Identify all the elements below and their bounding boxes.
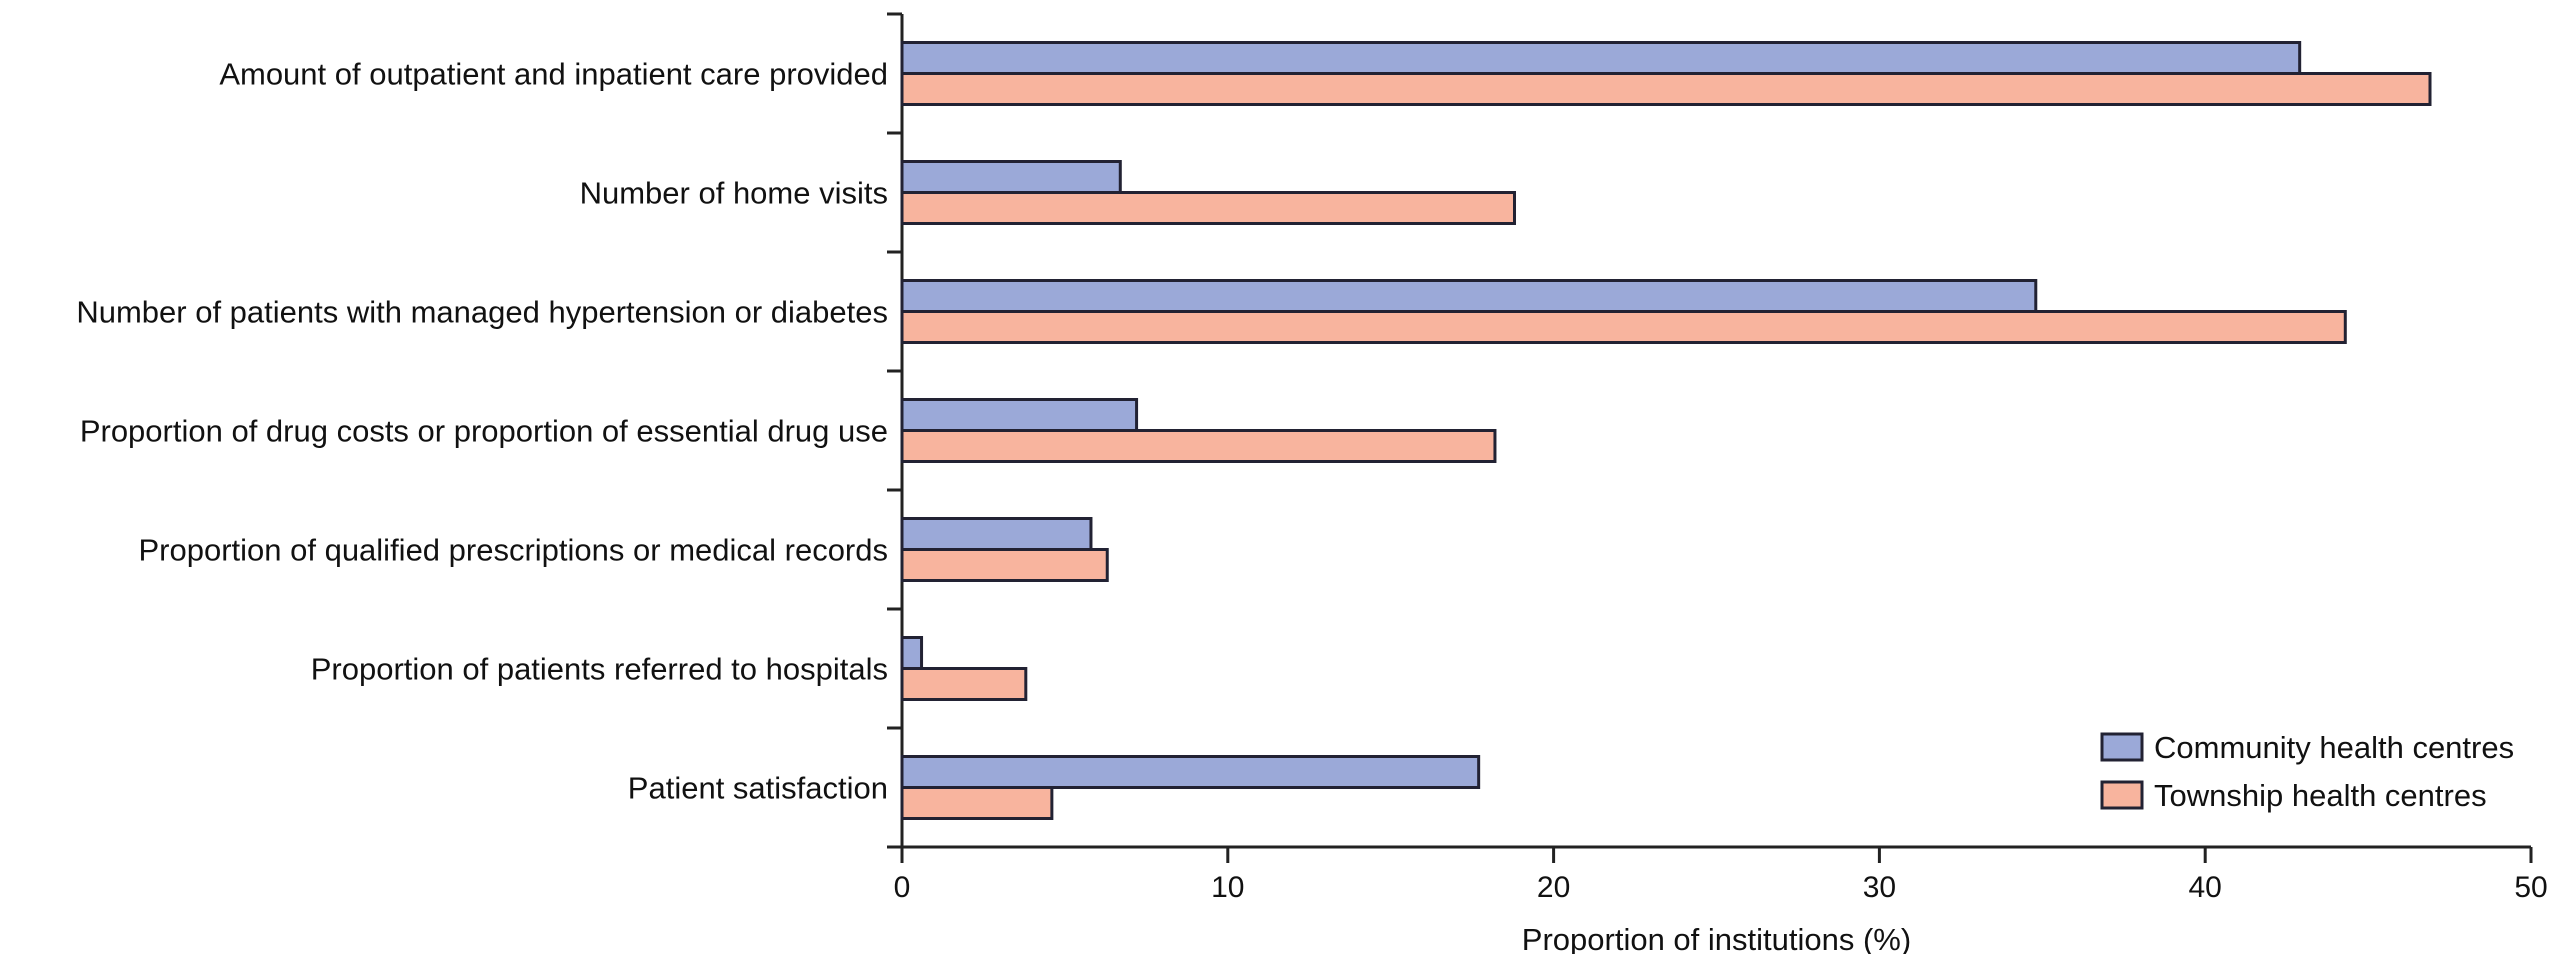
category-label: Number of patients with managed hyperten… [76,295,888,330]
legend-swatch [2100,780,2144,810]
bar [900,398,1139,432]
x-tick-label: 40 [2189,871,2222,904]
x-axis-title: Proportion of institutions (%) [1522,922,1911,954]
bar [900,548,1109,582]
category-label: Proportion of qualified prescriptions or… [138,533,888,568]
bar [900,41,2302,75]
category-label: Proportion of patients referred to hospi… [311,652,888,687]
x-axis: 0 10 20 30 40 50 [894,845,2548,904]
bar [900,636,924,670]
legend-swatch [2100,732,2144,762]
bar [900,429,1497,463]
bar [900,191,1517,225]
category-label: Patient satisfaction [628,771,888,806]
x-tick-label: 20 [1537,871,1570,904]
bar [900,667,1028,701]
x-tick-label: 50 [2514,871,2547,904]
bar [900,160,1122,194]
bar [900,279,2038,313]
legend: Community health centres Township health … [2100,730,2514,813]
bar [900,786,1054,820]
bar [900,72,2432,106]
category-label: Proportion of drug costs or proportion o… [80,414,888,449]
bar [900,755,1481,789]
bars [900,41,2432,820]
category-label: Number of home visits [580,176,888,211]
y-axis [887,12,904,849]
x-tick-label: 30 [1863,871,1896,904]
x-tick-label: 0 [894,871,911,904]
bar [900,310,2347,344]
legend-label: Community health centres [2154,730,2514,765]
legend-label: Township health centres [2154,778,2487,813]
x-tick-label: 10 [1211,871,1244,904]
category-label: Amount of outpatient and inpatient care … [219,57,888,92]
bar [900,517,1093,551]
category-labels: Amount of outpatient and inpatient care … [76,57,888,806]
